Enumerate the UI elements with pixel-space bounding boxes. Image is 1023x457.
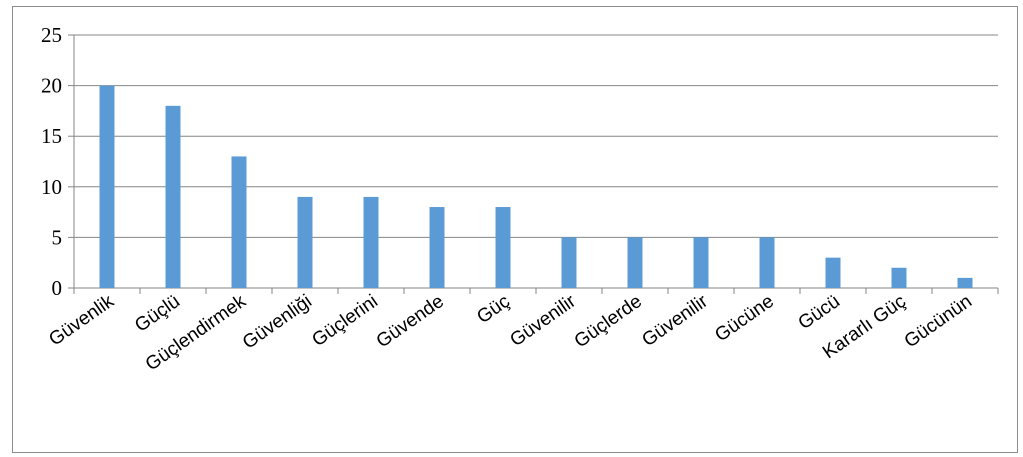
bar-12	[891, 267, 907, 288]
x-tick-label-9: Güvenilir	[638, 291, 712, 352]
bar-8	[627, 237, 643, 288]
bar-11	[825, 257, 841, 288]
x-tick-label-13: Gücünün	[901, 291, 976, 352]
x-tick-label-8: Güçlerde	[571, 291, 646, 352]
bar-9	[693, 237, 709, 288]
bar-6	[495, 207, 511, 288]
x-tick-label-6: Güç	[473, 291, 514, 328]
y-tick-label-20: 20	[41, 74, 62, 98]
bar-3	[297, 196, 313, 288]
y-tick-label-0: 0	[52, 276, 63, 300]
x-tick-label-1: Güçlü	[131, 291, 184, 337]
bar-5	[429, 207, 445, 288]
y-tick-label-10: 10	[41, 175, 62, 199]
x-tick-label-4: Güçlerini	[308, 291, 381, 351]
bar-13	[957, 277, 973, 288]
bar-7	[561, 237, 577, 288]
x-tick-label-5: Güvende	[373, 291, 448, 352]
bar-1	[165, 105, 181, 288]
x-tick-label-7: Güvenilir	[506, 291, 580, 352]
bar-0	[99, 85, 115, 288]
bar-2	[231, 156, 247, 288]
y-tick-label-25: 25	[41, 23, 62, 47]
y-tick-label-5: 5	[52, 225, 63, 249]
x-tick-label-11: Gücü	[795, 291, 844, 334]
y-tick-label-15: 15	[41, 124, 62, 148]
bar-4	[363, 196, 379, 288]
bar-10	[759, 237, 775, 288]
x-tick-label-10: Gücüne	[711, 291, 778, 346]
x-tick-label-3: Güvenliği	[239, 291, 316, 354]
